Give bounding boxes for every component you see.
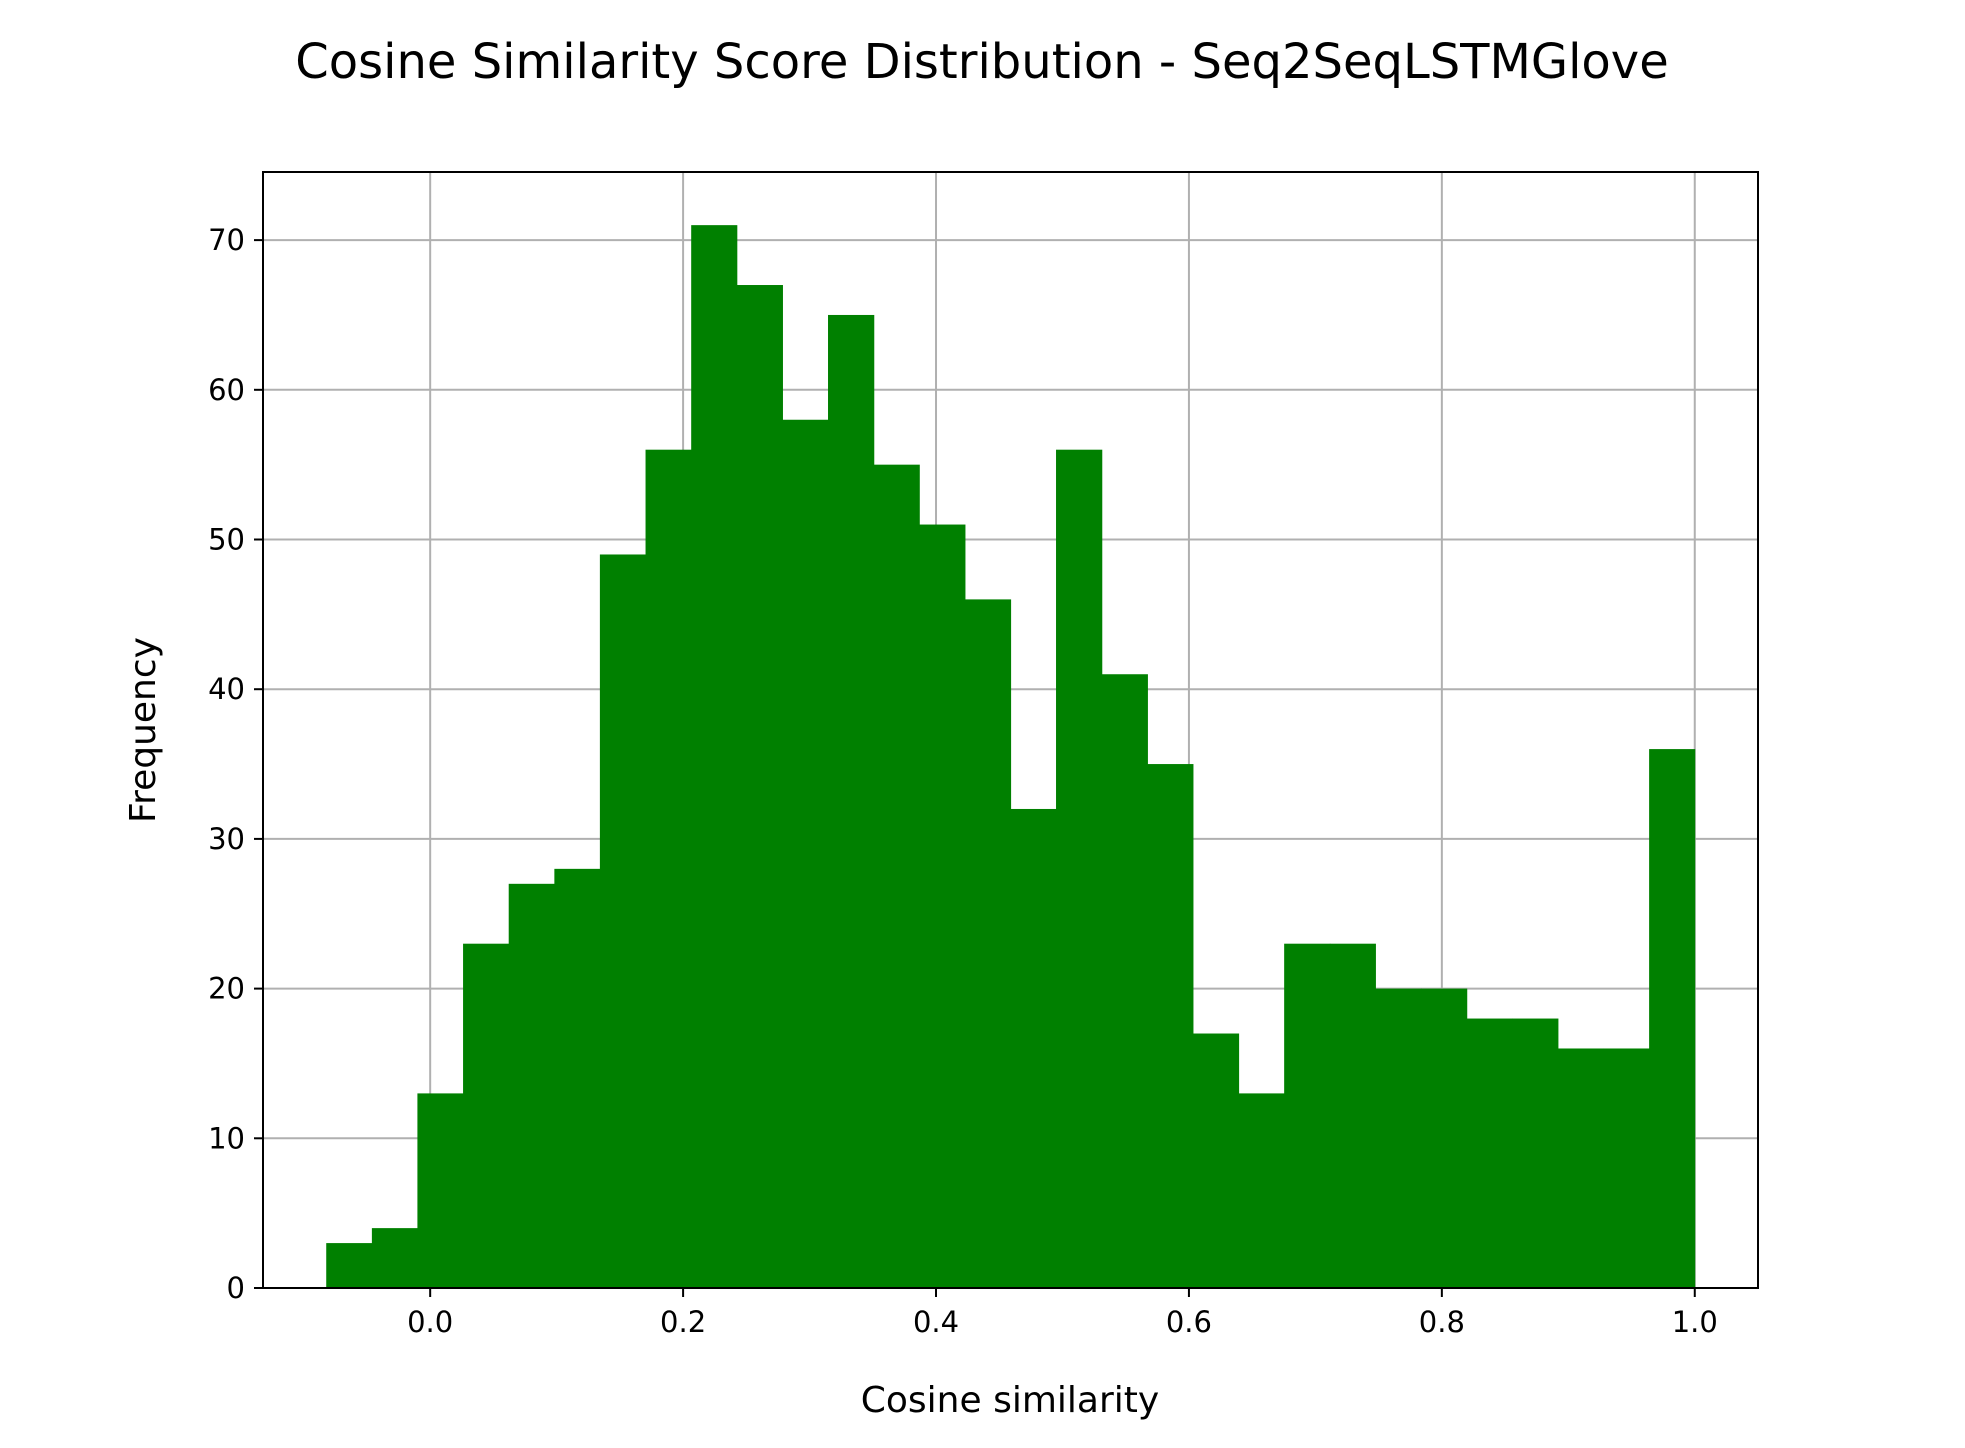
y-axis-ticks: 0 10 20 30 40 50 60 70 — [208, 223, 263, 1305]
histogram-bar — [599, 554, 647, 1288]
histogram-bar — [1284, 943, 1331, 1288]
histogram-bar — [919, 524, 966, 1288]
histogram-bar — [691, 225, 738, 1289]
histogram-bar — [554, 868, 601, 1288]
bars — [326, 225, 1696, 1289]
histogram-bar — [828, 314, 875, 1288]
histogram-bar — [1101, 674, 1148, 1288]
y-axis-label: Frequency — [123, 637, 164, 823]
histogram-bar — [1512, 1018, 1559, 1288]
y-tick-label: 40 — [208, 672, 245, 706]
x-tick-label: 0.8 — [1419, 1305, 1465, 1339]
histogram-bar — [1466, 1018, 1513, 1288]
histogram-bar — [326, 1243, 373, 1288]
histogram-bar — [1056, 449, 1103, 1288]
plot-frame — [262, 171, 1759, 1289]
histogram-bar — [1147, 764, 1194, 1288]
histogram-bar — [1420, 988, 1468, 1288]
y-tick-label: 30 — [208, 822, 245, 856]
histogram-bar — [1649, 749, 1696, 1288]
histogram-bar — [964, 599, 1012, 1288]
histogram-bar — [417, 1093, 464, 1288]
histogram-bar — [371, 1228, 419, 1288]
x-tick-label: 0.6 — [1166, 1305, 1212, 1339]
y-tick-label: 20 — [208, 972, 245, 1006]
histogram-bar — [645, 449, 692, 1288]
x-axis-label: Cosine similarity — [861, 1380, 1159, 1421]
histogram-bar — [782, 419, 829, 1288]
x-axis-ticks: 0.0 0.2 0.4 0.6 0.8 1.0 — [407, 1288, 1718, 1339]
histogram-bar — [873, 464, 920, 1288]
histogram-bar — [1557, 1048, 1605, 1288]
x-tick-label: 1.0 — [1672, 1305, 1718, 1339]
chart-title: Cosine Similarity Score Distribution - S… — [295, 34, 1668, 90]
y-tick-label: 0 — [227, 1271, 245, 1305]
y-tick-label: 60 — [208, 373, 245, 407]
y-tick-label: 50 — [208, 523, 245, 557]
histogram-bar — [736, 285, 783, 1289]
histogram-bar — [1192, 1033, 1240, 1288]
histogram-bar — [463, 943, 510, 1288]
histogram-bar — [1375, 988, 1422, 1288]
histogram-bar — [1010, 808, 1057, 1288]
x-tick-label: 0.4 — [913, 1305, 959, 1339]
histogram-bar — [1603, 1048, 1650, 1288]
histogram-bar — [1238, 1093, 1285, 1288]
x-tick-label: 0.2 — [660, 1305, 706, 1339]
y-tick-label: 10 — [208, 1121, 245, 1155]
grid — [263, 172, 1758, 1289]
histogram-bar — [1329, 943, 1376, 1288]
x-tick-label: 0.0 — [407, 1305, 453, 1339]
y-tick-label: 70 — [208, 223, 245, 257]
histogram-bar — [508, 883, 555, 1288]
